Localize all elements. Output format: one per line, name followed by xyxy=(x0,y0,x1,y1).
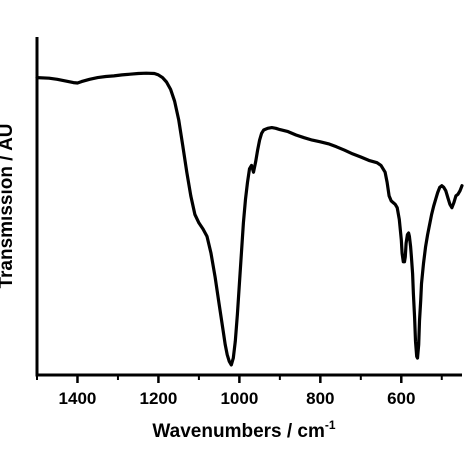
spectrum-line-0 xyxy=(35,71,464,367)
plot-area xyxy=(35,71,464,367)
x-axis-title-superscript: -1 xyxy=(325,418,336,432)
y-axis-title: Transmission / AU xyxy=(0,123,17,288)
x-axis-title-text: Wavenumbers / cm xyxy=(152,421,324,442)
x-tick-label: 1400 xyxy=(59,389,97,408)
x-axis-title: Wavenumbers / cm-1 xyxy=(152,418,335,442)
x-tick-label: 800 xyxy=(306,389,334,408)
x-ticks: 1400 1200 1000 800 600 xyxy=(59,375,415,408)
x-tick-label: 600 xyxy=(387,389,415,408)
x-tick-label: 1000 xyxy=(220,389,258,408)
x-minor-ticks xyxy=(36,375,443,380)
x-tick-label: 1200 xyxy=(140,389,178,408)
